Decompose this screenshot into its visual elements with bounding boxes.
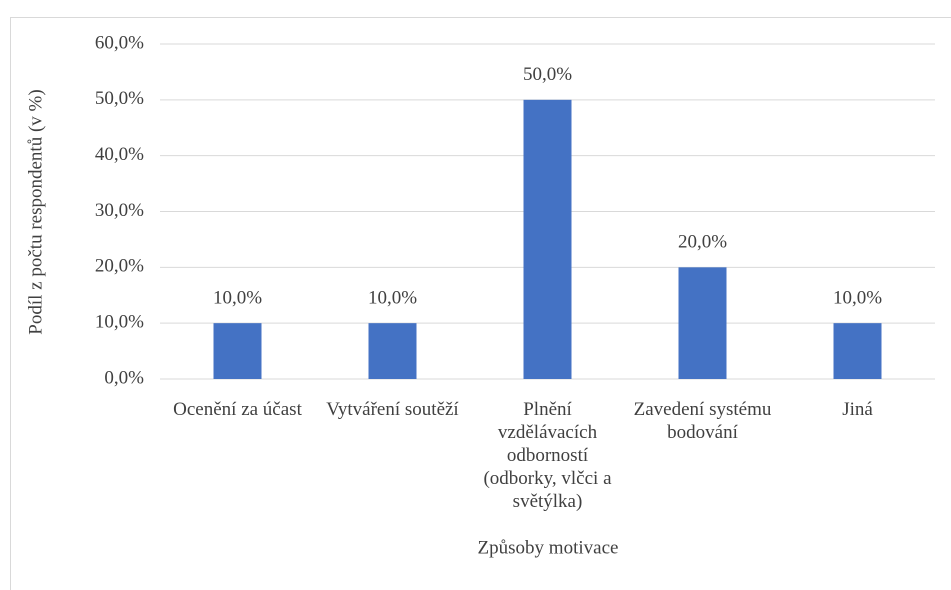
bar [213,323,262,379]
x-tick-label: Plnění vzdělávacích odborností (odborky,… [483,399,612,512]
x-tick-label: Jiná [842,399,873,420]
chart-border [10,17,951,590]
bar [678,267,727,379]
bar [833,323,882,379]
y-tick-label: 60,0% [95,32,144,53]
data-label: 10,0% [213,288,262,309]
data-label: 10,0% [833,288,882,309]
data-label: 10,0% [368,288,417,309]
data-label: 20,0% [678,232,727,253]
x-tick-label: Zavedení systému bodování [633,399,772,443]
bar [368,323,417,379]
y-axis-title: Podíl z počtu respondentů (v %) [25,89,46,334]
bar [523,99,572,379]
data-label: 50,0% [523,64,572,85]
y-tick-label: 40,0% [95,144,144,165]
y-tick-label: 10,0% [95,312,144,333]
x-axis-title: Způsoby motivace [478,537,619,558]
x-tick-label: Vytváření soutěží [326,399,459,420]
y-tick-label: 50,0% [95,88,144,109]
y-tick-label: 0,0% [104,367,144,388]
x-tick-label: Ocenění za účast [173,399,302,420]
y-tick-label: 30,0% [95,200,144,221]
y-tick-label: 20,0% [95,256,144,277]
